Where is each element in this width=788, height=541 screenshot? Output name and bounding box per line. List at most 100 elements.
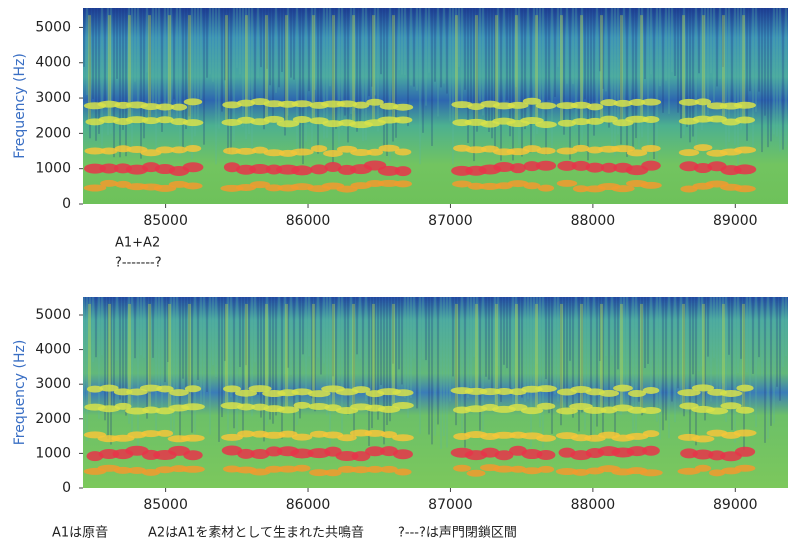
spectrogram-texture bbox=[668, 297, 670, 439]
striation bbox=[600, 15, 603, 123]
formant-band bbox=[677, 389, 701, 397]
spectrogram-texture bbox=[596, 297, 598, 427]
formant-band bbox=[392, 389, 414, 397]
spectrogram-texture bbox=[335, 8, 337, 129]
formant-band bbox=[237, 448, 255, 459]
formant-band bbox=[600, 162, 618, 173]
formant-band bbox=[264, 465, 284, 473]
spectrogram-texture bbox=[713, 297, 715, 359]
spectrogram-texture bbox=[671, 297, 673, 402]
spectrogram-texture bbox=[134, 297, 136, 359]
spectrogram-texture bbox=[233, 297, 235, 429]
spectrogram-texture bbox=[524, 297, 526, 402]
spectrogram-texture bbox=[782, 297, 784, 368]
formant-band bbox=[735, 406, 755, 414]
spectrogram-texture bbox=[659, 297, 661, 440]
spectrogram-texture bbox=[482, 8, 484, 116]
spectrogram-texture bbox=[677, 8, 679, 113]
formant-band bbox=[392, 402, 414, 410]
spectrogram-texture bbox=[116, 8, 118, 79]
spectrogram-texture bbox=[98, 297, 100, 419]
formant-band bbox=[642, 430, 660, 438]
spectrogram-texture bbox=[617, 297, 619, 370]
formant-band bbox=[277, 465, 299, 473]
spectrogram-texture bbox=[461, 297, 463, 431]
spectrogram-texture bbox=[542, 297, 544, 449]
spectrogram-texture bbox=[332, 8, 334, 164]
spectrogram-texture bbox=[773, 297, 775, 424]
spectrogram-texture bbox=[770, 8, 772, 142]
spectrogram-texture bbox=[155, 8, 157, 156]
formant-band bbox=[692, 449, 714, 460]
spectrogram-texture bbox=[353, 297, 355, 440]
formant-band bbox=[263, 115, 285, 123]
spectrogram-texture bbox=[263, 8, 265, 130]
y-tick-label: 0 bbox=[62, 480, 71, 496]
spectrogram-texture bbox=[674, 297, 676, 423]
formant-band bbox=[234, 389, 258, 397]
spectrogram-texture bbox=[113, 297, 115, 408]
spectrogram-texture bbox=[206, 297, 208, 393]
formant-band bbox=[640, 98, 662, 106]
formant-band bbox=[536, 449, 556, 460]
spectrogram-texture bbox=[659, 8, 661, 87]
y-tick-label: 1000 bbox=[35, 161, 71, 177]
spectrogram-texture bbox=[458, 8, 460, 68]
spectrogram-texture bbox=[776, 8, 778, 137]
spectrogram-texture bbox=[389, 8, 391, 161]
spectrogram-texture bbox=[632, 8, 634, 152]
formant-band bbox=[97, 405, 121, 413]
formant-band bbox=[735, 116, 755, 124]
spectrogram-texture bbox=[548, 8, 550, 100]
spectrogram-texture bbox=[110, 297, 112, 445]
formant-band bbox=[324, 161, 342, 172]
spectrogram-texture bbox=[635, 8, 637, 139]
spectrogram-texture bbox=[527, 8, 529, 120]
spectrogram-texture bbox=[398, 8, 400, 71]
spectrogram-texture bbox=[413, 297, 415, 359]
striation bbox=[495, 303, 498, 409]
spectrogram-texture bbox=[467, 8, 469, 143]
formant-band bbox=[613, 384, 633, 392]
formant-band bbox=[641, 144, 661, 152]
spectrogram-texture bbox=[524, 8, 526, 130]
spectrogram-texture bbox=[293, 297, 295, 438]
striation bbox=[352, 303, 355, 409]
spectrogram-texture bbox=[89, 297, 91, 391]
formant-band bbox=[719, 389, 743, 397]
spectrogram-texture bbox=[101, 8, 103, 147]
spectrogram-texture bbox=[512, 297, 514, 406]
spectrogram-texture bbox=[422, 8, 424, 133]
spectrogram-texture bbox=[197, 8, 199, 125]
spectrogram-texture bbox=[104, 297, 106, 421]
spectrogram-texture bbox=[602, 297, 604, 435]
spectrogram-texture bbox=[785, 297, 787, 357]
spectrogram-texture bbox=[563, 297, 565, 391]
spectrogram-texture bbox=[623, 8, 625, 146]
spectrogram-texture bbox=[356, 297, 358, 355]
striation bbox=[682, 15, 685, 123]
formant-band bbox=[249, 164, 271, 175]
spectrogram-texture bbox=[509, 297, 511, 393]
formant-band bbox=[734, 185, 756, 193]
striation bbox=[225, 303, 228, 409]
spectrogram-texture bbox=[551, 297, 553, 434]
spectrogram-texture bbox=[722, 297, 724, 384]
spectrogram-texture bbox=[536, 297, 538, 365]
formant-band bbox=[366, 148, 384, 156]
spectrogram-texture bbox=[218, 8, 220, 129]
formant-band bbox=[733, 164, 757, 175]
formant-band bbox=[536, 402, 556, 410]
spectrogram-texture bbox=[284, 8, 286, 136]
spectrogram-texture bbox=[107, 8, 109, 136]
spectrogram-texture bbox=[518, 8, 520, 146]
spectrogram-texture bbox=[635, 297, 637, 442]
spectrogram-texture bbox=[233, 8, 235, 142]
formant-band bbox=[479, 388, 501, 396]
spectrogram-texture bbox=[761, 297, 763, 377]
formant-band bbox=[536, 147, 556, 155]
spectrogram-texture bbox=[650, 297, 652, 392]
striation bbox=[535, 303, 538, 409]
spectrogram-texture bbox=[140, 297, 142, 356]
spectrogram-texture bbox=[362, 297, 364, 388]
